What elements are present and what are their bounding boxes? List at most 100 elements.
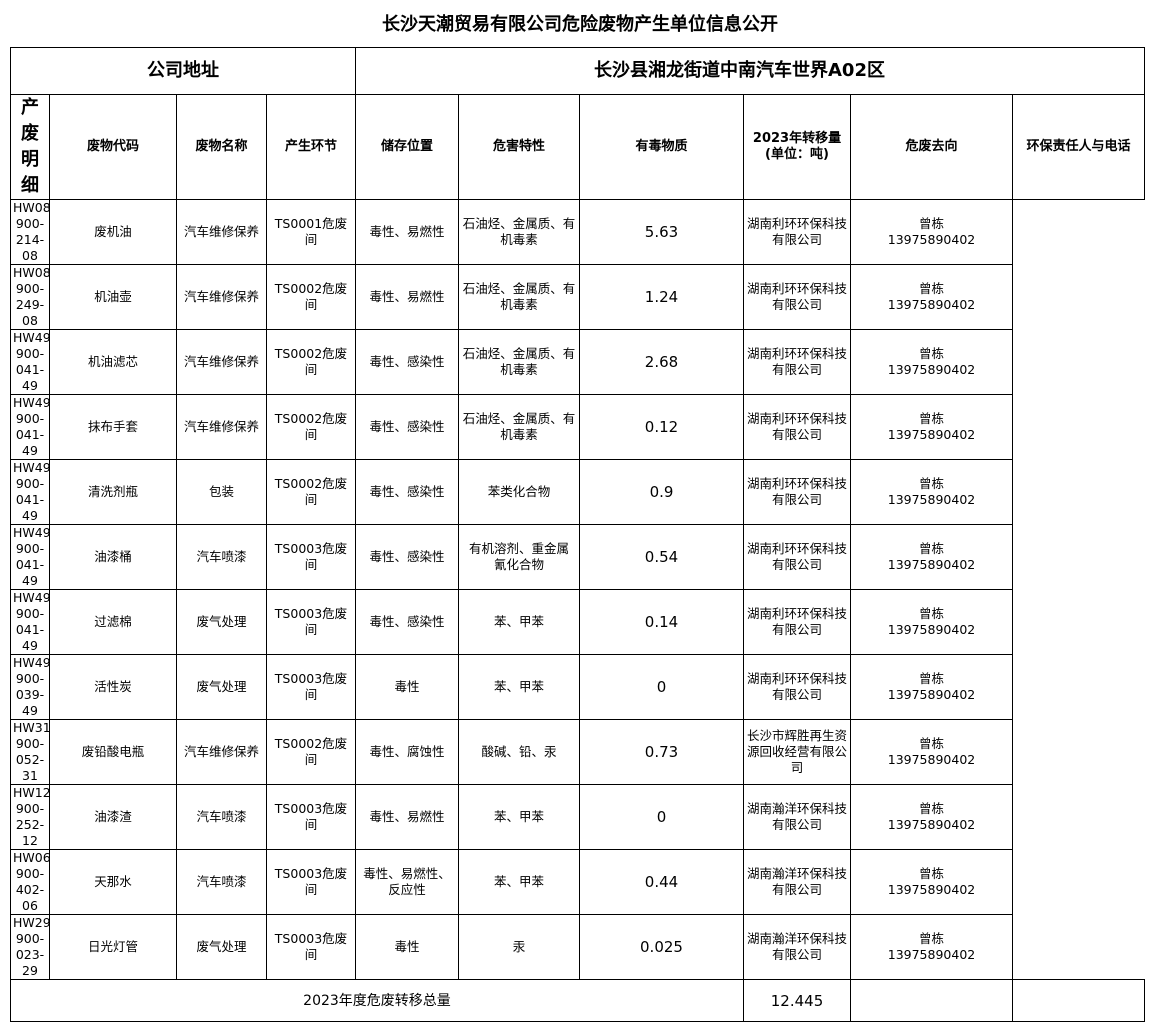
- toxic-substance-cell: 酸碱、铅、汞: [458, 719, 580, 785]
- toxic-substance-cell: 苯类化合物: [458, 459, 580, 525]
- empty-cell: [850, 979, 1013, 1022]
- generation-stage-cell: 汽车维修保养: [176, 719, 267, 785]
- hazard-property-cell: 毒性: [355, 914, 459, 980]
- hazard-property-cell: 毒性、感染性: [355, 589, 459, 655]
- toxic-substance-cell: 石油烃、金属质、有机毒素: [458, 329, 580, 395]
- storage-location-cell: TS0002危废间: [266, 394, 356, 460]
- total-row: 2023年度危废转移总量 12.445: [10, 979, 1146, 1022]
- waste-code-cell: HW12-900-252-12: [10, 784, 50, 850]
- contact-cell: 曾栋 13975890402: [850, 914, 1013, 980]
- header-hazard-property: 危害特性: [458, 94, 580, 200]
- waste-name-cell: 废铅酸电瓶: [49, 719, 177, 785]
- waste-code-cell: HW08-900-214-08: [10, 199, 50, 265]
- table-row: HW29-900-023-29日光灯管废气处理TS0003危废间毒性汞0.025…: [10, 914, 1145, 980]
- empty-cell: [1011, 979, 1146, 1022]
- section-label: 产废明细: [21, 97, 39, 196]
- address-label: 公司地址: [10, 47, 356, 95]
- hazard-property-cell: 毒性、易燃性: [355, 784, 459, 850]
- destination-cell: 湖南利环环保科技有限公司: [743, 199, 851, 265]
- waste-name-cell: 油漆桶: [49, 524, 177, 590]
- table-row: HW49-900-041-49抹布手套汽车维修保养TS0002危废间毒性、感染性…: [10, 394, 1145, 460]
- waste-name-cell: 机油滤芯: [49, 329, 177, 395]
- waste-name-cell: 天那水: [49, 849, 177, 915]
- contact-cell: 曾栋 13975890402: [850, 199, 1013, 265]
- toxic-substance-cell: 汞: [458, 914, 580, 980]
- toxic-substance-cell: 石油烃、金属质、有机毒素: [458, 264, 580, 330]
- waste-info-table: 公司地址 长沙县湘龙街道中南汽车世界A02区 产废明细 废物代码 废物名称 产生环节…: [10, 47, 1146, 1022]
- header-waste-name: 废物名称: [176, 94, 267, 200]
- destination-cell: 湖南瀚洋环保科技有限公司: [743, 849, 851, 915]
- waste-name-cell: 机油壶: [49, 264, 177, 330]
- transfer-amount-cell: 0.54: [579, 524, 744, 590]
- destination-cell: 湖南利环环保科技有限公司: [743, 329, 851, 395]
- toxic-substance-cell: 苯、甲苯: [458, 654, 580, 720]
- storage-location-cell: TS0003危废间: [266, 784, 356, 850]
- contact-cell: 曾栋 13975890402: [850, 524, 1013, 590]
- contact-cell: 曾栋 13975890402: [850, 459, 1013, 525]
- storage-location-cell: TS0002危废间: [266, 719, 356, 785]
- page-title: 长沙天潮贸易有限公司危险废物产生单位信息公开: [382, 14, 778, 35]
- waste-name-cell: 抹布手套: [49, 394, 177, 460]
- storage-location-cell: TS0003危废间: [266, 849, 356, 915]
- waste-name-cell: 过滤棉: [49, 589, 177, 655]
- generation-stage-cell: 废气处理: [176, 914, 267, 980]
- transfer-amount-cell: 5.63: [579, 199, 744, 265]
- waste-code-cell: HW31-900-052-31: [10, 719, 50, 785]
- address-value: 长沙县湘龙街道中南汽车世界A02区: [354, 47, 1146, 95]
- total-value: 12.445: [743, 979, 851, 1022]
- contact-cell: 曾栋 13975890402: [850, 329, 1013, 395]
- hazard-property-cell: 毒性、感染性: [355, 329, 459, 395]
- table-row: HW49-900-041-49油漆桶汽车喷漆TS0003危废间毒性、感染性有机溶…: [10, 524, 1145, 590]
- section-label-cell: 产废明细: [10, 94, 50, 200]
- toxic-substance-cell: 苯、甲苯: [458, 849, 580, 915]
- storage-location-cell: TS0002危废间: [266, 459, 356, 525]
- contact-cell: 曾栋 13975890402: [850, 719, 1013, 785]
- hazard-property-cell: 毒性、感染性: [355, 394, 459, 460]
- table-row: HW49-900-039-49活性炭废气处理TS0003危废间毒性苯、甲苯0湖南…: [10, 654, 1145, 720]
- generation-stage-cell: 汽车喷漆: [176, 524, 267, 590]
- waste-code-cell: HW08-900-249-08: [10, 264, 50, 330]
- hazard-property-cell: 毒性、感染性: [355, 524, 459, 590]
- transfer-amount-cell: 0.025: [579, 914, 744, 980]
- table-row: HW12-900-252-12油漆渣汽车喷漆TS0003危废间毒性、易燃性苯、甲…: [10, 784, 1145, 850]
- table-row: HW06-900-402-06天那水汽车喷漆TS0003危废间毒性、易燃性、反应…: [10, 849, 1145, 915]
- toxic-substance-cell: 苯、甲苯: [458, 784, 580, 850]
- destination-cell: 湖南利环环保科技有限公司: [743, 589, 851, 655]
- toxic-substance-cell: 石油烃、金属质、有机毒素: [458, 394, 580, 460]
- generation-stage-cell: 汽车喷漆: [176, 849, 267, 915]
- hazard-property-cell: 毒性、易燃性: [355, 264, 459, 330]
- header-toxic-substance: 有毒物质: [579, 94, 744, 200]
- waste-name-cell: 油漆渣: [49, 784, 177, 850]
- destination-cell: 湖南利环环保科技有限公司: [743, 524, 851, 590]
- generation-stage-cell: 废气处理: [176, 654, 267, 720]
- table-row: HW49-900-041-49清洗剂瓶包装TS0002危废间毒性、感染性苯类化合…: [10, 459, 1145, 525]
- contact-cell: 曾栋 13975890402: [850, 394, 1013, 460]
- header-row: 产废明细 废物代码 废物名称 产生环节 储存位置 危害特性 有毒物质 2023年转移量 (单…: [10, 94, 1146, 200]
- generation-stage-cell: 包装: [176, 459, 267, 525]
- destination-cell: 湖南瀚洋环保科技有限公司: [743, 914, 851, 980]
- destination-cell: 湖南利环环保科技有限公司: [743, 264, 851, 330]
- header-waste-code: 废物代码: [49, 94, 177, 200]
- contact-cell: 曾栋 13975890402: [850, 849, 1013, 915]
- table-row: HW08-900-214-08废机油汽车维修保养TS0001危废间毒性、易燃性石…: [10, 199, 1145, 265]
- total-label: 2023年度危废转移总量: [10, 979, 744, 1022]
- table-row: HW08-900-249-08机油壶汽车维修保养TS0002危废间毒性、易燃性石…: [10, 264, 1145, 330]
- waste-code-cell: HW06-900-402-06: [10, 849, 50, 915]
- contact-cell: 曾栋 13975890402: [850, 784, 1013, 850]
- transfer-amount-cell: 0.44: [579, 849, 744, 915]
- storage-location-cell: TS0003危废间: [266, 654, 356, 720]
- hazard-property-cell: 毒性、易燃性、反应性: [355, 849, 459, 915]
- header-generation-stage: 产生环节: [266, 94, 356, 200]
- contact-cell: 曾栋 13975890402: [850, 654, 1013, 720]
- hazard-property-cell: 毒性: [355, 654, 459, 720]
- waste-name-cell: 日光灯管: [49, 914, 177, 980]
- contact-cell: 曾栋 13975890402: [850, 589, 1013, 655]
- destination-cell: 长沙市辉胜再生资源回收经营有限公司: [743, 719, 851, 785]
- contact-cell: 曾栋 13975890402: [850, 264, 1013, 330]
- header-contact: 环保责任人与电话: [1011, 94, 1146, 200]
